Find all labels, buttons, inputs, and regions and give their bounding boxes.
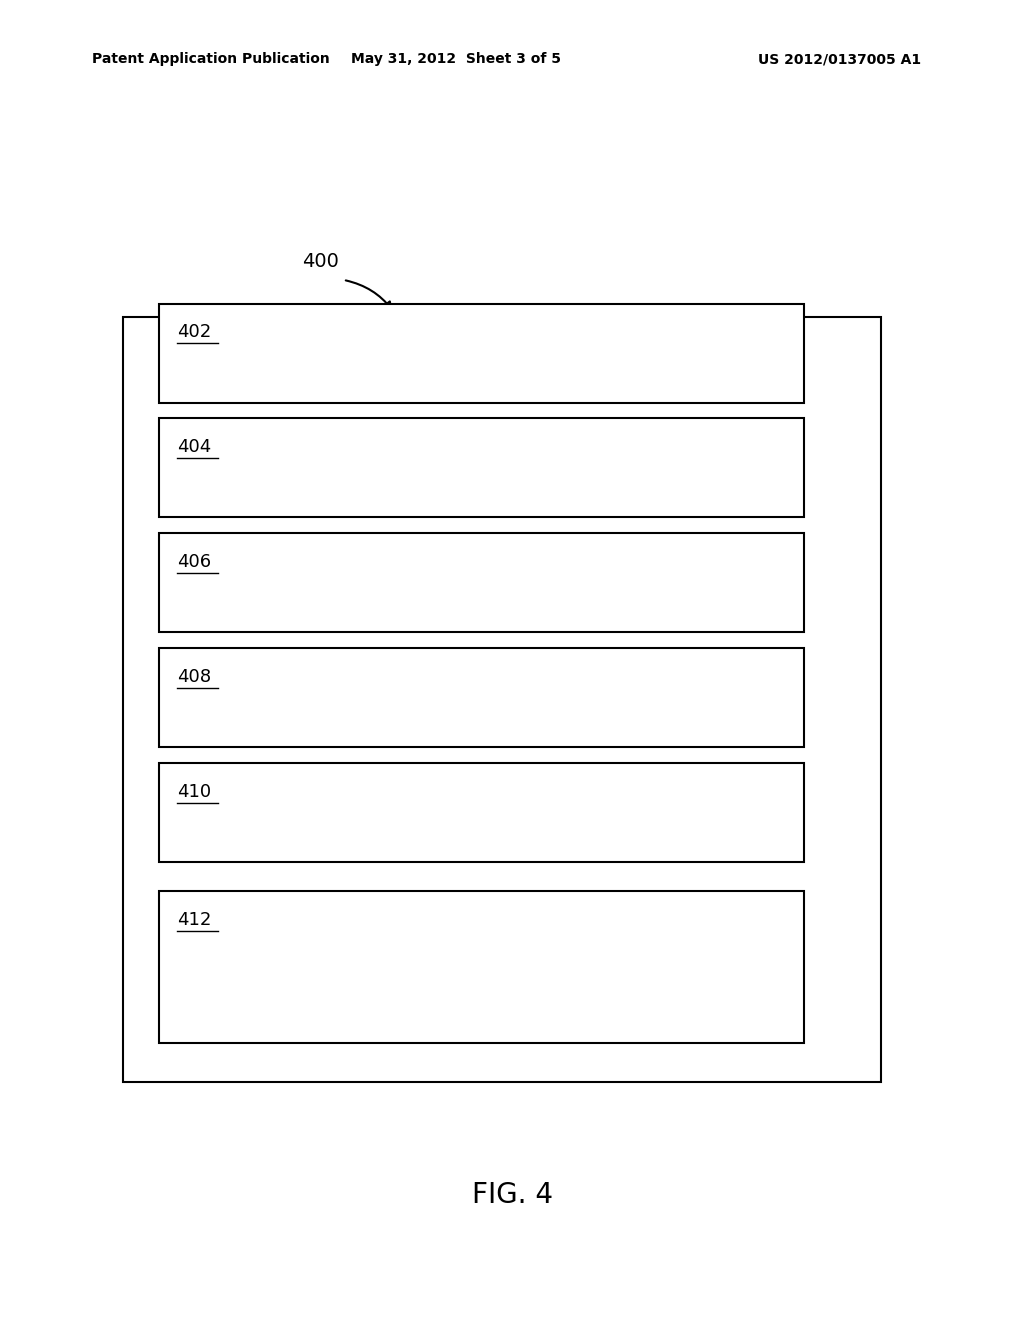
Bar — [123, 317, 881, 1082]
Bar — [159, 763, 804, 862]
Text: 406: 406 — [177, 553, 211, 572]
Text: May 31, 2012  Sheet 3 of 5: May 31, 2012 Sheet 3 of 5 — [350, 53, 561, 66]
Text: 412: 412 — [177, 911, 212, 929]
Text: 404: 404 — [177, 438, 211, 457]
Text: Patent Application Publication: Patent Application Publication — [92, 53, 330, 66]
Text: 410: 410 — [177, 783, 211, 801]
Text: 402: 402 — [177, 323, 211, 342]
Bar — [159, 304, 804, 403]
Bar — [159, 533, 804, 632]
Bar — [159, 891, 804, 1043]
Text: FIG. 4: FIG. 4 — [471, 1180, 553, 1209]
Text: 400: 400 — [302, 252, 339, 271]
Text: 408: 408 — [177, 668, 211, 686]
Bar — [159, 418, 804, 517]
Bar — [159, 648, 804, 747]
Text: US 2012/0137005 A1: US 2012/0137005 A1 — [758, 53, 922, 66]
